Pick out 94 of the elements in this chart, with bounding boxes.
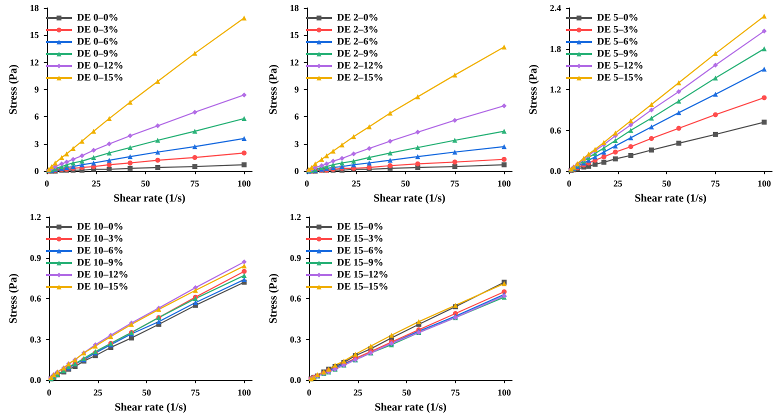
legend-label: DE 10–15% <box>77 282 128 292</box>
y-tick-label: 0.6 <box>290 294 302 304</box>
legend-label: DE 5–9% <box>597 48 638 60</box>
x-tick-label: 0 <box>566 178 572 189</box>
legend-label: DE 0–12% <box>77 60 124 72</box>
legend-label: DE 5–6% <box>597 36 638 48</box>
y-tick-label: 1.2 <box>290 212 302 222</box>
x-axis-title: Shear rate (1/s) <box>113 192 186 204</box>
legend-label: DE 2–6% <box>337 36 378 48</box>
x-tick-label: 50 <box>402 388 412 398</box>
legend-label: DE 5–3% <box>597 24 638 36</box>
x-axis-title: Shear rate (1/s) <box>634 192 707 204</box>
legend-label: DE 2–0% <box>337 12 378 24</box>
y-tick-label: 12 <box>290 57 300 68</box>
legend-label: DE 0–6% <box>77 36 118 48</box>
x-axis-title: Shear rate (1/s) <box>373 192 446 204</box>
legend-label: DE 2–9% <box>337 48 378 60</box>
y-tick-label: 2.4 <box>550 3 562 13</box>
legend-label: DE 0–15% <box>77 72 124 84</box>
legend-label: DE 0–9% <box>77 48 118 60</box>
x-tick-label: 0 <box>306 388 312 398</box>
legend-label: DE 15–15% <box>337 282 388 292</box>
legend-label: DE 2–12% <box>337 60 384 72</box>
y-tick-label: 0.9 <box>30 252 42 263</box>
x-axis-title: Shear rate (1/s) <box>114 402 187 414</box>
y-axis-title: Stress (Pa) <box>268 64 280 115</box>
x-tick-label: 75 <box>450 388 460 398</box>
y-tick-label: 0.0 <box>550 166 562 176</box>
legend-label: DE 5–12% <box>597 60 644 72</box>
x-tick-label: 75 <box>190 178 200 189</box>
y-tick-label: 0.9 <box>290 252 302 263</box>
x-tick-label: 50 <box>142 388 152 398</box>
y-tick-label: 0.3 <box>30 334 42 344</box>
x-tick-label: 100 <box>497 388 512 398</box>
x-axis-title: Shear rate (1/s) <box>374 402 447 414</box>
y-tick-label: 9 <box>294 84 300 95</box>
y-tick-label: 0.3 <box>290 334 302 344</box>
x-tick-label: 100 <box>497 178 512 189</box>
legend-label: DE 10–0% <box>77 222 124 232</box>
legend-label: DE 15–0% <box>337 222 384 232</box>
y-tick-label: 0.0 <box>30 375 42 386</box>
x-tick-label: 50 <box>141 178 151 189</box>
legend-label: DE 2–3% <box>337 24 378 36</box>
legend-label: DE 5–15% <box>597 72 644 84</box>
x-tick-label: 50 <box>401 178 411 189</box>
x-tick-label: 25 <box>613 178 623 189</box>
y-axis-title: Stress (Pa) <box>8 273 20 324</box>
y-axis-title: Stress (Pa) <box>268 273 280 324</box>
y-tick-label: 1.8 <box>550 44 562 54</box>
y-axis-title: Stress (Pa) <box>528 64 540 115</box>
legend-label: DE 5–0% <box>597 12 638 24</box>
y-tick-label: 18 <box>30 3 40 13</box>
x-tick-label: 0 <box>46 388 52 398</box>
y-tick-label: 1.2 <box>30 212 42 222</box>
x-tick-label: 50 <box>662 178 672 189</box>
y-tick-label: 3 <box>34 138 40 149</box>
y-tick-label: 0.6 <box>30 294 42 304</box>
y-tick-label: 3 <box>294 138 300 149</box>
legend-label: DE 15–6% <box>337 246 384 256</box>
x-tick-label: 75 <box>190 388 200 398</box>
y-tick-label: 0 <box>294 166 300 176</box>
legend-label: DE 15–3% <box>337 234 384 244</box>
legend-label: DE 10–6% <box>77 246 124 256</box>
legend-label: DE 2–15% <box>337 72 384 84</box>
y-tick-label: 9 <box>34 84 40 95</box>
y-tick-label: 0.6 <box>550 125 562 136</box>
y-tick-label: 1.2 <box>550 84 562 95</box>
x-tick-label: 25 <box>92 178 102 189</box>
y-tick-label: 6 <box>34 112 40 122</box>
legend-label: DE 10–3% <box>77 234 124 244</box>
y-tick-label: 12 <box>30 57 40 68</box>
y-axis-title: Stress (Pa) <box>8 64 20 115</box>
y-tick-label: 15 <box>30 30 40 40</box>
legend-label: DE 10–12% <box>77 270 128 280</box>
legend-label: DE 0–3% <box>77 24 118 36</box>
y-tick-label: 6 <box>294 112 300 122</box>
x-tick-label: 25 <box>93 388 103 398</box>
legend-label: DE 15–9% <box>337 258 384 268</box>
y-tick-label: 18 <box>290 3 300 13</box>
x-tick-label: 100 <box>757 178 772 189</box>
x-tick-label: 0 <box>44 178 50 189</box>
x-tick-label: 100 <box>237 178 252 189</box>
y-tick-label: 0.0 <box>290 375 302 386</box>
x-tick-label: 100 <box>237 388 252 398</box>
y-tick-label: 15 <box>290 30 300 40</box>
x-tick-label: 25 <box>352 178 362 189</box>
x-tick-label: 25 <box>353 388 363 398</box>
x-tick-label: 0 <box>304 178 310 189</box>
x-tick-label: 75 <box>450 178 460 189</box>
legend-label: DE 15–12% <box>337 270 388 280</box>
x-tick-label: 75 <box>710 178 720 189</box>
y-tick-label: 0 <box>34 166 40 176</box>
legend-label: DE 10–9% <box>77 258 124 268</box>
legend-label: DE 0–0% <box>77 12 118 24</box>
